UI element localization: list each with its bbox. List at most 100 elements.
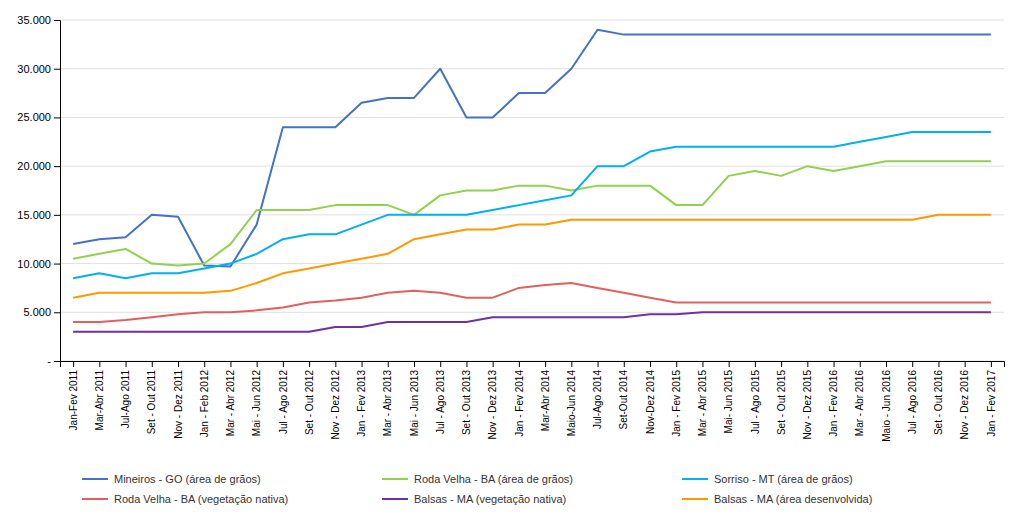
tick-mark [466, 361, 467, 367]
tick-mark [519, 361, 520, 367]
tick-label: Set - Out 2013 [461, 370, 472, 435]
tick-mark [54, 361, 60, 362]
tick-mark [204, 361, 205, 367]
tick: 25.000 [17, 111, 60, 123]
tick-mark [54, 264, 60, 265]
tick-label: Mar-Abr 2014 [540, 370, 551, 432]
tick: Jul-Ago 2011 [120, 361, 131, 428]
tick-label: Set - Out 2015 [776, 370, 787, 435]
tick-mark [886, 361, 887, 367]
tick-label: Jul - Ago 2016 [907, 370, 918, 434]
tick-mark [440, 361, 441, 367]
tick-label: Mai - Jun 2012 [251, 370, 262, 437]
tick-mark [126, 361, 127, 367]
tick: Mar - Abr 2012 [225, 361, 236, 436]
tick: Nov - Dez 2011 [173, 361, 184, 439]
tick: Nov - Dez 2015 [802, 361, 813, 439]
legend-label: Mineiros - GO (área de grãos) [114, 473, 261, 485]
series-line [73, 30, 991, 267]
legend-label: Balsas - MA (área desenvolvida) [714, 493, 872, 505]
tick-mark [178, 361, 179, 367]
tick-label: Jan-Fev 2011 [68, 370, 79, 431]
tick: - [47, 355, 60, 367]
tick: Nov - Dez 2012 [330, 361, 341, 439]
tick: 5.000 [23, 306, 60, 318]
tick-mark [834, 361, 835, 367]
legend-swatch [382, 498, 408, 500]
tick: Set-Out 2014 [618, 361, 629, 429]
tick-label: Maio-Jun 2014 [566, 370, 577, 437]
tick: Jan - Fev 2017 [986, 361, 997, 437]
legend-swatch [682, 478, 708, 480]
tick: Set - Out 2016 [933, 361, 944, 435]
tick-label: Maio - Jun 2016 [881, 370, 892, 442]
tick-label: Jan - Fev 2017 [986, 370, 997, 437]
tick-mark [335, 361, 336, 367]
legend-item: Mineiros - GO (área de grãos) [82, 473, 261, 485]
tick: 10.000 [17, 258, 60, 270]
tick-mark [860, 361, 861, 367]
legend-item: Balsas - MA (vegetação nativa) [382, 493, 566, 505]
series-line [73, 161, 991, 265]
tick-mark [54, 215, 60, 216]
tick: Jul - Ago 2012 [278, 361, 289, 434]
tick-label: 15.000 [17, 209, 51, 221]
tick-mark [414, 361, 415, 367]
tick-label: Mar-Abr 2011 [94, 370, 105, 431]
tick-mark [309, 361, 310, 367]
tick-mark [73, 361, 74, 367]
tick-label: Set-Out 2014 [618, 370, 629, 430]
tick: Jul - Ago 2015 [750, 361, 761, 434]
tick-mark [54, 69, 60, 70]
tick-label: 25.000 [17, 111, 51, 123]
legend-swatch [82, 478, 108, 480]
tick-label: Mar - Abr 2016 [854, 370, 865, 437]
tick-label: Jan - Feb 2012 [199, 370, 210, 438]
tick-label: Nov - Dez 2016 [959, 370, 970, 440]
tick: Set - Out 2013 [461, 361, 472, 435]
tick-label: Set - Out 2011 [146, 370, 157, 435]
tick-mark [152, 361, 153, 367]
tick: Mai- Jun 2015 [723, 361, 734, 433]
grid [60, 20, 1004, 361]
tick: Mai - Jun 2013 [409, 361, 420, 436]
legend-label: Roda Velha - BA (área de grãos) [414, 473, 573, 485]
tick-mark [54, 312, 60, 313]
tick-label: Jan - Fev 2014 [514, 370, 525, 437]
tick-mark [54, 20, 60, 21]
tick: Mar - Abr 2013 [382, 361, 393, 436]
tick-mark [991, 361, 992, 367]
tick: Set - Out 2015 [776, 361, 787, 435]
tick-mark [598, 361, 599, 367]
tick: Jul - Ago 2013 [435, 361, 446, 434]
tick: Jan - Feb 2012 [199, 361, 210, 437]
legend-label: Roda Velha - BA (vegetação nativa) [114, 493, 288, 505]
tick-mark [781, 361, 782, 367]
tick: Set - Out 2011 [146, 361, 157, 434]
tick: Jan - Fev 2013 [356, 361, 367, 437]
tick: Set - Out 2012 [304, 361, 315, 435]
tick-label: Mai - Jun 2013 [409, 370, 420, 437]
tick-mark [965, 361, 966, 367]
tick-label: Jan - Fev 2013 [356, 370, 367, 437]
legend: Mineiros - GO (área de grãos) Roda Velha … [82, 473, 872, 505]
tick-mark [545, 361, 546, 367]
tick-label: Mar - Abr 2015 [697, 370, 708, 437]
tick-label: Set - Out 2012 [304, 370, 315, 435]
tick: Mar-Abr 2014 [540, 361, 551, 431]
plot: -5.00010.00015.00020.00025.00030.00035.0… [17, 14, 1004, 505]
tick-label: Set - Out 2016 [933, 370, 944, 435]
lines [73, 30, 991, 332]
tick: Jan - Fev 2016 [828, 361, 839, 437]
tick-label: Jul-Ago 2014 [592, 370, 603, 429]
legend-item: Sorriso - MT (área de grãos) [682, 473, 853, 485]
tick-label: Jan - Fev 2015 [671, 370, 682, 437]
tick: Jan - Fev 2015 [671, 361, 682, 437]
legend-swatch [82, 498, 108, 500]
tick-label: 5.000 [23, 306, 51, 318]
tick-mark [729, 361, 730, 367]
tick-label: Mar - Abr 2013 [382, 370, 393, 437]
tick-mark [493, 361, 494, 367]
tick-mark [624, 361, 625, 367]
tick: Jan-Fev 2011 [68, 361, 79, 430]
